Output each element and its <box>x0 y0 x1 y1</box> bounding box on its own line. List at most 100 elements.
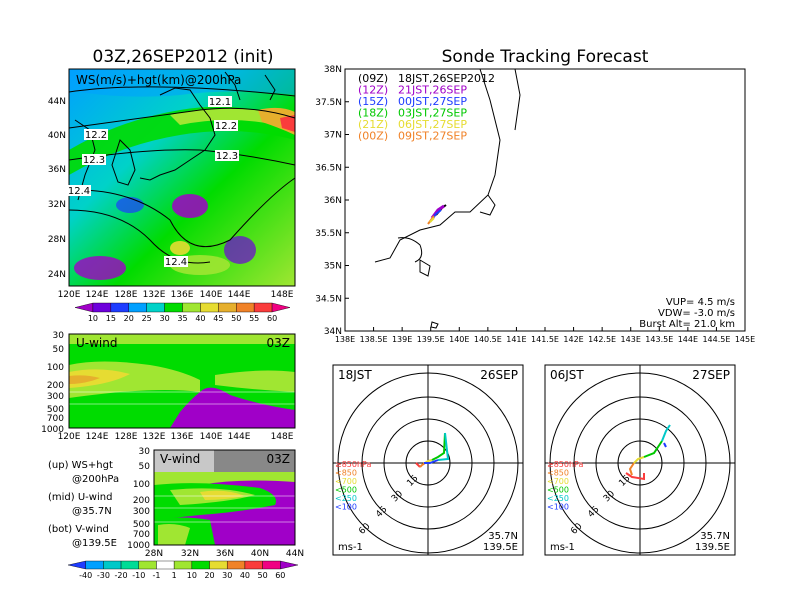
hodo-legend-item: <700 <box>547 477 569 486</box>
u-wind-time: 03Z <box>267 336 291 350</box>
tracking-map: (09Z) 18JST,26SEP2012 (12Z) 21JST,26SEP (15Z… <box>315 65 755 344</box>
tick-label: 500 <box>47 405 64 415</box>
tick-label: 34N <box>324 327 342 337</box>
colorbar-label: 25 <box>142 314 152 323</box>
panel-notes: (up) WS+hgt @200hPa (mid) U-wind @35.7N … <box>48 460 119 549</box>
colorbar-swatch <box>120 560 139 570</box>
tick-label: 128E <box>115 432 138 442</box>
colorbar-swatch <box>164 302 183 313</box>
tick-label: 140.5E <box>474 335 502 344</box>
tick-label: 36.5N <box>315 163 342 173</box>
colorbar-label: 10 <box>187 571 197 580</box>
note-line: @200hPa <box>72 474 119 485</box>
contour-label: 12.2 <box>85 130 107 141</box>
hodo-unit: ms-1 <box>550 542 575 553</box>
colorbar-swatch <box>271 302 291 313</box>
hodo-lat: 35.7N <box>488 531 518 542</box>
hodo-legend-item: <500 <box>547 486 569 495</box>
tracking-lon-ticks: 138E 138.5E 139E 139.5E 140E 140.5E 141E 141.5E… <box>335 327 755 344</box>
tick-label: 140E <box>449 335 469 344</box>
note-line: (mid) U-wind <box>48 492 112 503</box>
tick-label: 50 <box>53 345 65 355</box>
tick-label: 32N <box>181 549 199 559</box>
tick-label: 38N <box>324 65 342 75</box>
colorbar-swatch <box>92 302 112 313</box>
colorbar-swatch <box>218 302 237 313</box>
colorbar-swatch <box>85 560 104 570</box>
colorbar-label: -30 <box>97 571 110 580</box>
colorbar-swatch <box>244 560 263 570</box>
v-wind-time: 03Z <box>267 452 291 466</box>
tick-label: 144.5E <box>702 335 730 344</box>
tick-label: 143.5E <box>645 335 673 344</box>
tick-label: 144E <box>228 432 251 442</box>
colorbar-label: 50 <box>258 571 268 580</box>
colorbar-label: 45 <box>213 314 223 323</box>
colorbar-label: -10 <box>132 571 145 580</box>
legend-label: 00JST,27SEP <box>398 95 467 108</box>
tick-label: 34.5N <box>315 294 342 304</box>
colorbar-swatch <box>227 560 246 570</box>
legend-label: 09JST,27SEP <box>398 130 467 143</box>
tracking-legend: (09Z) 18JST,26SEP2012 (12Z) 21JST,26SEP (15Z… <box>358 72 495 143</box>
colorbar-label: 50 <box>231 314 241 323</box>
tick-label: 141.5E <box>531 335 559 344</box>
vup-text: VUP= 4.5 m/s <box>666 297 735 308</box>
ws-colorbar: 10 15 20 25 30 35 40 45 50 55 60 <box>74 302 291 323</box>
colorbar-label: 10 <box>88 314 98 323</box>
note-line: (up) WS+hgt <box>48 460 113 471</box>
colorbar-label: 40 <box>240 571 250 580</box>
tick-label: 139.5E <box>417 335 445 344</box>
u-x-ticks: 120E 124E 128E 132E 136E 140E 144E 148E <box>58 432 294 442</box>
hodo-legend-item: <500 <box>335 486 357 495</box>
tick-label: 50 <box>139 462 151 472</box>
tick-label: 24N <box>48 270 66 280</box>
legend-label: 21JST,26SEP <box>398 84 467 97</box>
hodo-legend-item: <100 <box>547 503 569 512</box>
contour-label: 12.3 <box>216 151 238 162</box>
hodo-legend-item: <250 <box>547 494 569 503</box>
hodo-trace <box>424 459 439 464</box>
tick-label: 44N <box>48 97 66 107</box>
tick-label: 200 <box>133 496 150 506</box>
legend-label: 03JST,27SEP <box>398 107 467 120</box>
tick-label: 145E <box>735 335 755 344</box>
tick-label: 44N <box>286 549 304 559</box>
contour-label: 12.3 <box>83 155 105 166</box>
tick-label: 142.5E <box>588 335 616 344</box>
colorbar-label: 30 <box>222 571 232 580</box>
tick-label: 142E <box>563 335 583 344</box>
tick-label: 300 <box>133 507 150 517</box>
note-line: @35.7N <box>72 506 112 517</box>
v-wind-colorbar: -40 -30 -20 -10 -1 1 10 20 30 40 50 60 <box>67 560 299 580</box>
colorbar-label: 30 <box>159 314 169 323</box>
legend-code: (21Z) <box>358 118 388 131</box>
colorbar-swatch <box>173 560 193 570</box>
tick-label: 141E <box>506 335 526 344</box>
legend-code: (09Z) <box>358 72 388 85</box>
tick-label: 140E <box>200 432 223 442</box>
colorbar-label: 60 <box>267 314 277 323</box>
colorbar-swatch <box>103 560 122 570</box>
tick-label: 40N <box>251 549 269 559</box>
tick-label: 120E <box>58 432 81 442</box>
tick-label: 40N <box>48 131 66 141</box>
wind-speed-map: WS(m/s)+hgt(km)@200hPa 12.1 12.2 12.2 12… <box>48 68 296 323</box>
hodo-legend-item: ≥850hPa <box>335 460 372 469</box>
u-wind-label: U-wind <box>76 336 117 350</box>
tick-label: 138E <box>335 335 355 344</box>
legend-code: (18Z) <box>358 107 388 120</box>
legend-code: (12Z) <box>358 84 388 97</box>
tick-label: 132E <box>143 290 166 300</box>
tick-label: 300 <box>47 392 64 402</box>
colorbar-swatch <box>209 560 228 570</box>
map-label: WS(m/s)+hgt(km)@200hPa <box>76 73 241 87</box>
tick-label: 1000 <box>41 425 64 435</box>
colorbar-swatch <box>262 560 281 570</box>
contour-label: 12.2 <box>215 121 237 132</box>
hodo-trace <box>628 462 635 476</box>
hodo-trace <box>661 424 671 442</box>
tick-label: 143E <box>621 335 641 344</box>
u-y-ticks: 30 50 100 200 300 500 700 1000 <box>41 331 64 435</box>
